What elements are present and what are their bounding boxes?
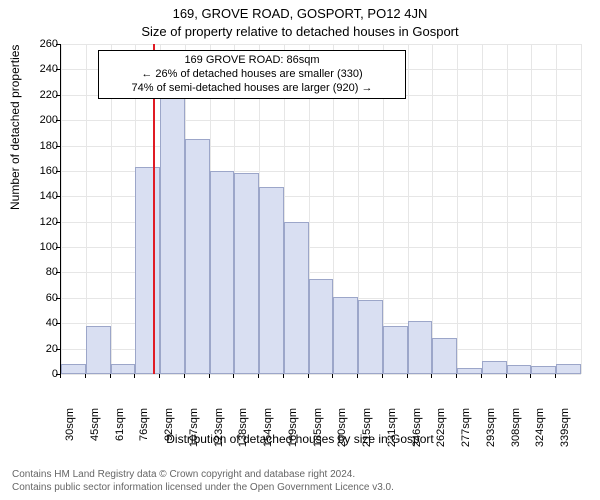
gridline-v xyxy=(86,44,87,374)
x-tick-mark xyxy=(134,374,135,378)
histogram-bar xyxy=(61,364,86,374)
x-tick-mark xyxy=(159,374,160,378)
x-tick-mark xyxy=(60,374,61,378)
y-tick-label: 160 xyxy=(32,165,58,177)
histogram-bar xyxy=(309,279,334,374)
histogram-bar xyxy=(482,361,507,374)
x-tick-mark xyxy=(407,374,408,378)
gridline-h xyxy=(61,374,581,375)
chart-subtitle: Size of property relative to detached ho… xyxy=(0,24,600,39)
y-tick-label: 100 xyxy=(32,241,58,253)
y-axis-label: Number of detached properties xyxy=(8,45,22,210)
gridline-v xyxy=(482,44,483,374)
chart-title: 169, GROVE ROAD, GOSPORT, PO12 4JN xyxy=(0,6,600,21)
histogram-bar xyxy=(259,187,284,374)
y-tick-label: 20 xyxy=(32,343,58,355)
y-tick-label: 40 xyxy=(32,317,58,329)
histogram-bar xyxy=(284,222,309,374)
gridline-h xyxy=(61,146,581,147)
x-tick-mark xyxy=(110,374,111,378)
histogram-bar xyxy=(507,365,532,374)
y-tick-label: 240 xyxy=(32,63,58,75)
annotation-line-3: 74% of semi-detached houses are larger (… xyxy=(105,82,399,96)
gridline-h xyxy=(61,120,581,121)
gridline-v xyxy=(432,44,433,374)
footer-attribution: Contains HM Land Registry data © Crown c… xyxy=(12,469,588,494)
annotation-line-2: ← 26% of detached houses are smaller (33… xyxy=(105,68,399,82)
y-tick-label: 120 xyxy=(32,216,58,228)
y-tick-label: 260 xyxy=(32,38,58,50)
chart-container: 169, GROVE ROAD, GOSPORT, PO12 4JN Size … xyxy=(0,0,600,500)
histogram-bar xyxy=(531,366,556,374)
histogram-bar xyxy=(86,326,111,374)
gridline-v xyxy=(531,44,532,374)
y-tick-label: 80 xyxy=(32,266,58,278)
histogram-bar xyxy=(160,97,185,374)
x-tick-mark xyxy=(308,374,309,378)
histogram-bar xyxy=(358,300,383,374)
annotation-box: 169 GROVE ROAD: 86sqm ← 26% of detached … xyxy=(98,50,406,99)
y-tick-label: 220 xyxy=(32,89,58,101)
y-tick-label: 60 xyxy=(32,292,58,304)
histogram-bar xyxy=(383,326,408,374)
histogram-bar xyxy=(135,167,160,374)
x-tick-mark xyxy=(481,374,482,378)
gridline-h xyxy=(61,44,581,45)
x-tick-mark xyxy=(332,374,333,378)
x-tick-mark xyxy=(555,374,556,378)
gridline-v xyxy=(581,44,582,374)
histogram-bar xyxy=(457,368,482,374)
y-tick-label: 180 xyxy=(32,140,58,152)
x-tick-mark xyxy=(431,374,432,378)
histogram-bar xyxy=(333,297,358,374)
annotation-line-1: 169 GROVE ROAD: 86sqm xyxy=(105,54,399,68)
gridline-v xyxy=(556,44,557,374)
footer-line-1: Contains HM Land Registry data © Crown c… xyxy=(12,469,588,482)
histogram-bar xyxy=(111,364,136,374)
gridline-v xyxy=(457,44,458,374)
x-axis-label: Distribution of detached houses by size … xyxy=(0,432,600,446)
y-tick-label: 140 xyxy=(32,190,58,202)
footer-line-2: Contains public sector information licen… xyxy=(12,482,588,495)
x-tick-mark xyxy=(184,374,185,378)
gridline-v xyxy=(61,44,62,374)
x-tick-mark xyxy=(530,374,531,378)
x-tick-mark xyxy=(233,374,234,378)
histogram-bar xyxy=(432,338,457,374)
x-tick-mark xyxy=(258,374,259,378)
histogram-bar xyxy=(408,321,433,374)
histogram-bar xyxy=(185,139,210,374)
histogram-bar xyxy=(210,171,235,374)
histogram-bar xyxy=(556,364,581,374)
x-tick-mark xyxy=(283,374,284,378)
x-tick-mark xyxy=(357,374,358,378)
y-tick-label: 200 xyxy=(32,114,58,126)
histogram-bar xyxy=(234,173,259,374)
x-tick-mark xyxy=(209,374,210,378)
x-tick-mark xyxy=(382,374,383,378)
x-tick-mark xyxy=(506,374,507,378)
x-tick-mark xyxy=(85,374,86,378)
gridline-v xyxy=(507,44,508,374)
y-tick-label: 0 xyxy=(32,368,58,380)
x-tick-mark xyxy=(456,374,457,378)
